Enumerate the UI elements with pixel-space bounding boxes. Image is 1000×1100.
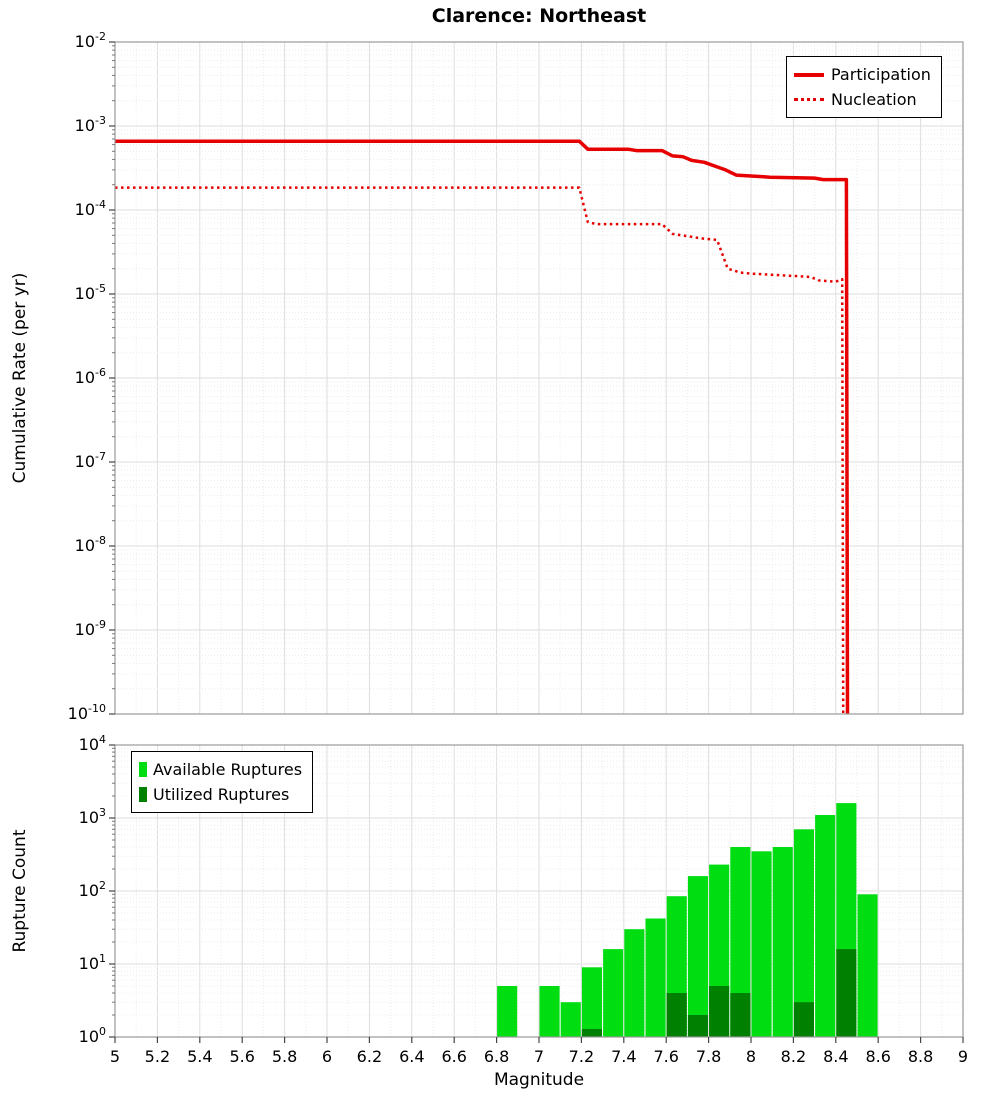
x-tick-label: 6.4 bbox=[399, 1047, 424, 1066]
participation-line-sample bbox=[794, 72, 824, 77]
utilized-bar bbox=[793, 1002, 814, 1037]
bottom-y-axis-label: Rupture Count bbox=[10, 829, 30, 953]
x-tick-label: 5 bbox=[110, 1047, 120, 1066]
y-tick-label: 10-7 bbox=[75, 450, 106, 471]
x-tick-label: 6.8 bbox=[484, 1047, 509, 1066]
legend-row-available: Available Ruptures bbox=[139, 757, 302, 782]
x-tick-label: 8.6 bbox=[865, 1047, 890, 1066]
y-tick-label: 10-2 bbox=[75, 30, 106, 51]
utilized-bar bbox=[730, 993, 751, 1037]
y-tick-label: 10-5 bbox=[75, 282, 106, 303]
available-bar bbox=[730, 847, 751, 1037]
chart-title: Clarence: Northeast bbox=[431, 5, 647, 27]
x-tick-label: 5.4 bbox=[187, 1047, 212, 1066]
y-tick-label: 10-8 bbox=[75, 534, 106, 555]
y-tick-label: 100 bbox=[79, 1025, 106, 1046]
nucleation-legend-label: Nucleation bbox=[831, 90, 917, 109]
available-bar bbox=[581, 967, 602, 1037]
y-tick-label: 102 bbox=[79, 879, 106, 900]
x-tick-label: 8 bbox=[746, 1047, 756, 1066]
available-bar bbox=[624, 929, 645, 1037]
y-tick-label: 10-10 bbox=[68, 702, 106, 723]
series-participation bbox=[115, 139, 850, 714]
x-tick-label: 7.4 bbox=[611, 1047, 636, 1066]
x-tick-label: 6 bbox=[322, 1047, 332, 1066]
x-tick-label: 7 bbox=[534, 1047, 544, 1066]
x-axis-label: Magnitude bbox=[493, 1070, 585, 1090]
available-bar bbox=[751, 851, 772, 1037]
legend-row-participation: Participation bbox=[794, 62, 931, 87]
x-tick-label: 5.6 bbox=[229, 1047, 254, 1066]
x-tick-label: 7.2 bbox=[569, 1047, 594, 1066]
rate-legend: Participation Nucleation bbox=[786, 56, 942, 118]
available-bar bbox=[772, 847, 793, 1037]
series-nucleation bbox=[115, 186, 845, 714]
x-tick-label: 6.2 bbox=[357, 1047, 382, 1066]
x-tick-label: 5.8 bbox=[272, 1047, 297, 1066]
y-tick-label: 103 bbox=[79, 806, 106, 827]
utilized-bar bbox=[666, 993, 687, 1037]
available-bar bbox=[497, 986, 518, 1037]
x-tick-label: 8.4 bbox=[823, 1047, 848, 1066]
x-tick-label: 9 bbox=[958, 1047, 968, 1066]
x-tick-label: 8.8 bbox=[908, 1047, 933, 1066]
y-tick-label: 10-4 bbox=[75, 198, 106, 219]
count-legend: Available Ruptures Utilized Ruptures bbox=[131, 751, 314, 813]
available-bar bbox=[645, 918, 666, 1037]
x-tick-label: 8.2 bbox=[781, 1047, 806, 1066]
x-tick-label: 6.6 bbox=[441, 1047, 466, 1066]
available-bar bbox=[539, 986, 560, 1037]
x-tick-label: 5.2 bbox=[145, 1047, 170, 1066]
legend-row-utilized: Utilized Ruptures bbox=[139, 782, 302, 807]
available-legend-label: Available Ruptures bbox=[153, 760, 303, 779]
y-tick-label: 104 bbox=[79, 733, 106, 754]
nucleation-line-sample bbox=[794, 98, 824, 101]
available-bar bbox=[687, 876, 708, 1037]
x-tick-label: 7.6 bbox=[653, 1047, 678, 1066]
utilized-bar bbox=[581, 1029, 602, 1037]
available-swatch bbox=[139, 762, 147, 777]
top-y-axis-label: Cumulative Rate (per yr) bbox=[10, 272, 30, 484]
utilized-bar bbox=[687, 1015, 708, 1037]
y-tick-label: 10-9 bbox=[75, 618, 106, 639]
utilized-swatch bbox=[139, 787, 147, 802]
available-bar bbox=[793, 829, 814, 1037]
utilized-bar bbox=[836, 949, 857, 1037]
y-tick-label: 10-3 bbox=[75, 114, 106, 135]
y-tick-label: 10-6 bbox=[75, 366, 106, 387]
available-bar bbox=[857, 894, 878, 1037]
x-tick-label: 7.8 bbox=[696, 1047, 721, 1066]
available-bar bbox=[603, 949, 624, 1037]
legend-row-nucleation: Nucleation bbox=[794, 87, 931, 112]
participation-legend-label: Participation bbox=[831, 65, 931, 84]
y-tick-label: 101 bbox=[79, 952, 106, 973]
utilized-bar bbox=[709, 986, 730, 1037]
utilized-legend-label: Utilized Ruptures bbox=[153, 785, 290, 804]
available-bar bbox=[815, 815, 836, 1037]
available-bar bbox=[560, 1002, 581, 1037]
